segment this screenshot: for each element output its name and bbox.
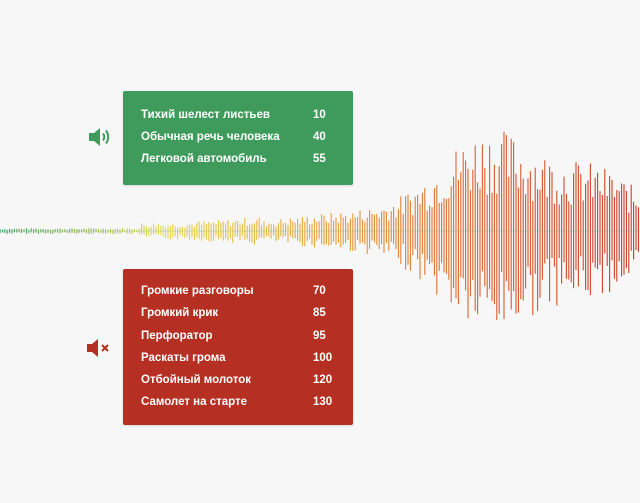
list-item: Отбойный молоток 120: [141, 369, 339, 391]
sound-level: 120: [313, 374, 333, 386]
quiet-sounds-panel: Тихий шелест листьев 10 Обычная речь чел…: [123, 91, 353, 185]
sound-label: Тихий шелест листьев: [141, 109, 270, 121]
loud-sounds-panel: Громкие разговоры 70 Громкий крик 85 Пер…: [123, 269, 353, 425]
sound-level: 10: [313, 109, 326, 121]
list-item: Тихий шелест листьев 10: [141, 104, 339, 126]
list-item: Раскаты грома 100: [141, 347, 339, 369]
sound-label: Обычная речь человека: [141, 131, 280, 143]
sound-label: Раскаты грома: [141, 352, 226, 364]
sound-level: 130: [313, 396, 333, 408]
sound-label: Легковой автомобиль: [141, 153, 267, 165]
sound-label: Громкие разговоры: [141, 285, 254, 297]
sound-label: Отбойный молоток: [141, 374, 252, 386]
list-item: Обычная речь человека 40: [141, 126, 339, 148]
speaker-muted-icon: [87, 339, 109, 357]
list-item: Громкий крик 85: [141, 302, 339, 324]
list-item: Громкие разговоры 70: [141, 280, 339, 302]
sound-level: 85: [313, 307, 326, 319]
sound-label: Громкий крик: [141, 307, 219, 319]
sound-level: 70: [313, 285, 326, 297]
list-item: Самолет на старте 130: [141, 391, 339, 413]
list-item: Перфоратор 95: [141, 325, 339, 347]
sound-level: 95: [313, 330, 326, 342]
sound-level: 40: [313, 131, 326, 143]
sound-level: 55: [313, 153, 326, 165]
sound-label: Самолет на старте: [141, 396, 248, 408]
sound-level: 100: [313, 352, 333, 364]
speaker-icon: [89, 128, 110, 146]
list-item: Легковой автомобиль 55: [141, 148, 339, 170]
sound-label: Перфоратор: [141, 330, 213, 342]
